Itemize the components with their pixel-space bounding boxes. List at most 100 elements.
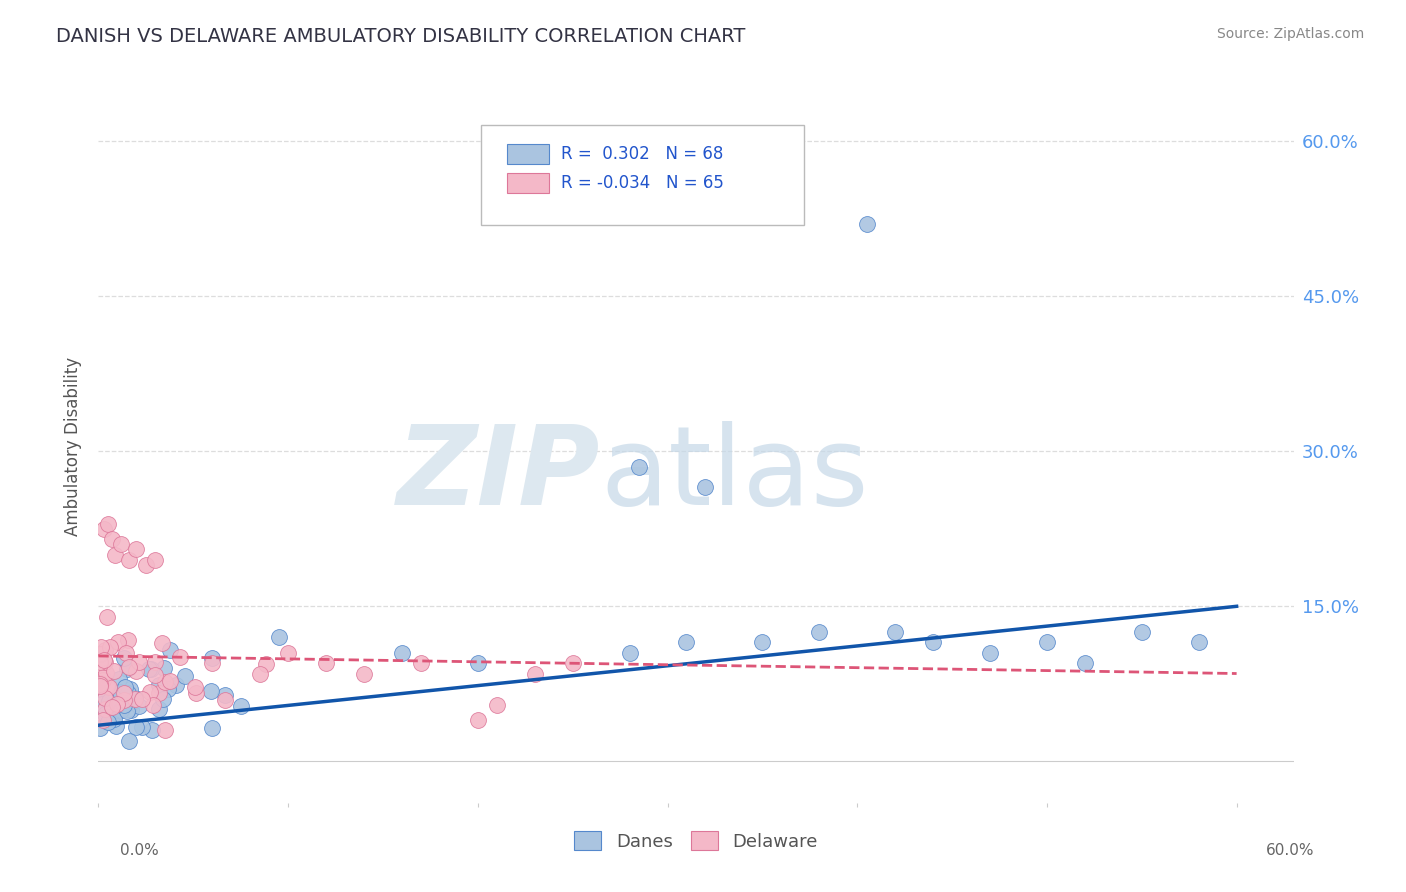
- Point: [118, 553, 141, 567]
- Point: [138, 662, 160, 676]
- Point: [979, 646, 1001, 660]
- Point: [125, 542, 148, 557]
- Point: [118, 660, 141, 674]
- Point: [118, 734, 141, 748]
- Point: [619, 646, 641, 660]
- Point: [89, 655, 111, 669]
- Point: [110, 685, 132, 699]
- Point: [153, 723, 176, 738]
- Text: DANISH VS DELAWARE AMBULATORY DISABILITY CORRELATION CHART: DANISH VS DELAWARE AMBULATORY DISABILITY…: [56, 27, 745, 45]
- Point: [131, 691, 153, 706]
- Point: [93, 713, 115, 727]
- Point: [122, 694, 145, 708]
- Point: [93, 691, 115, 706]
- Point: [201, 656, 224, 670]
- Point: [101, 699, 124, 714]
- Point: [112, 686, 135, 700]
- Point: [90, 640, 112, 654]
- Point: [100, 532, 122, 546]
- Point: [523, 666, 546, 681]
- Point: [89, 679, 111, 693]
- Text: 60.0%: 60.0%: [1267, 843, 1315, 858]
- Point: [89, 676, 111, 690]
- Point: [100, 706, 122, 721]
- Point: [159, 674, 181, 689]
- Point: [120, 703, 142, 717]
- Point: [98, 703, 121, 717]
- Point: [153, 661, 176, 675]
- Point: [1074, 656, 1097, 670]
- Point: [110, 703, 132, 717]
- Point: [103, 712, 125, 726]
- Point: [117, 701, 139, 715]
- Point: [96, 610, 118, 624]
- Point: [125, 664, 148, 678]
- Point: [884, 625, 907, 640]
- Point: [115, 662, 138, 676]
- Point: [94, 707, 117, 722]
- Point: [103, 665, 125, 679]
- Point: [110, 537, 132, 551]
- Point: [200, 684, 222, 698]
- Point: [93, 522, 115, 536]
- Point: [91, 673, 114, 688]
- Point: [98, 640, 121, 654]
- Point: [467, 656, 489, 670]
- Point: [467, 713, 489, 727]
- Point: [105, 718, 128, 732]
- Point: [143, 553, 166, 567]
- Point: [114, 651, 136, 665]
- Point: [90, 677, 112, 691]
- Point: [120, 681, 142, 696]
- Point: [315, 656, 337, 670]
- Point: [1188, 635, 1211, 649]
- Point: [695, 480, 717, 494]
- Point: [96, 679, 118, 693]
- Point: [93, 702, 115, 716]
- Point: [103, 703, 125, 717]
- Point: [148, 678, 170, 692]
- Point: [141, 723, 163, 737]
- Point: [201, 651, 224, 665]
- Point: [808, 625, 831, 640]
- Point: [165, 678, 187, 692]
- Point: [115, 704, 138, 718]
- Point: [114, 680, 136, 694]
- Point: [125, 720, 148, 734]
- Point: [391, 646, 413, 660]
- Point: [108, 672, 131, 686]
- Text: atlas: atlas: [600, 421, 869, 528]
- Text: Source: ZipAtlas.com: Source: ZipAtlas.com: [1216, 27, 1364, 41]
- Point: [269, 630, 291, 644]
- Point: [117, 686, 139, 700]
- Point: [143, 655, 166, 669]
- Point: [485, 698, 508, 712]
- Point: [214, 693, 236, 707]
- Point: [104, 548, 127, 562]
- Point: [97, 516, 120, 531]
- Point: [110, 700, 132, 714]
- Point: [159, 643, 181, 657]
- Point: [114, 692, 136, 706]
- Point: [89, 721, 111, 735]
- Point: [94, 666, 117, 681]
- Text: ZIP: ZIP: [396, 421, 600, 528]
- Point: [150, 636, 173, 650]
- Point: [103, 707, 125, 722]
- Point: [628, 459, 651, 474]
- Legend: Danes, Delaware: Danes, Delaware: [567, 824, 825, 858]
- Point: [97, 714, 120, 729]
- Point: [120, 695, 142, 709]
- Point: [148, 686, 170, 700]
- Point: [277, 646, 299, 660]
- Point: [128, 699, 150, 714]
- Point: [98, 694, 121, 708]
- Point: [169, 649, 191, 664]
- Point: [128, 655, 150, 669]
- Point: [675, 635, 697, 649]
- Point: [409, 656, 432, 670]
- Point: [124, 692, 146, 706]
- Point: [353, 666, 375, 681]
- Text: R =  0.302   N = 68: R = 0.302 N = 68: [561, 145, 723, 163]
- Point: [148, 702, 170, 716]
